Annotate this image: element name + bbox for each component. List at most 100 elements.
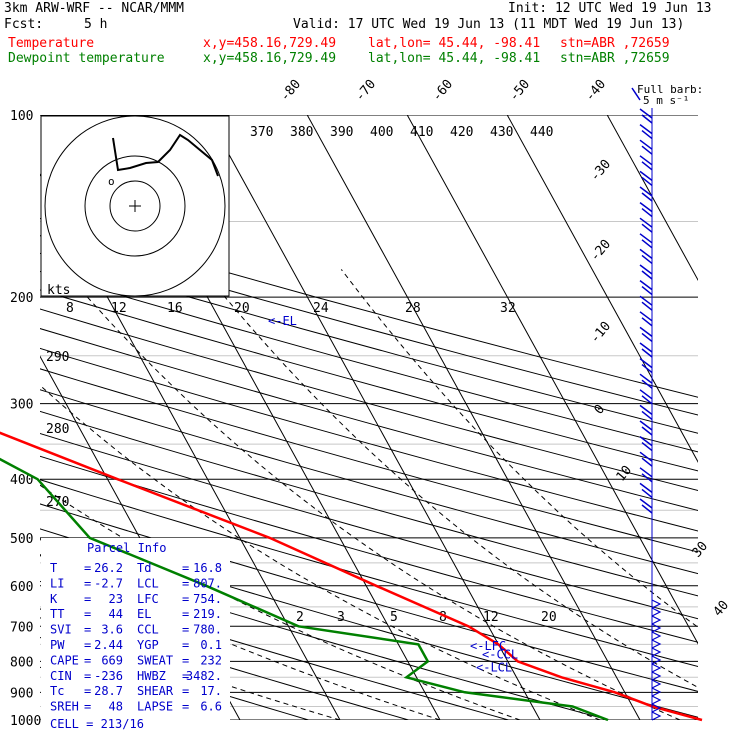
temperature-axis-label-10: 10 (614, 463, 636, 485)
parcel-label-ccl: <-CCL (482, 648, 518, 662)
parcel-row-3-value: 44 (109, 607, 123, 621)
moist-adiabat-5 (201, 269, 698, 688)
wind-barb-low (651, 655, 662, 665)
parcel-row-3-label2: EL (137, 607, 159, 621)
theta-label-7: 440 (530, 125, 553, 140)
parcel-row-1-label: LI (50, 576, 72, 590)
hodo-speed-0: 8 (66, 301, 74, 316)
parcel-row-3-value2: 219. (193, 607, 222, 621)
dry-adiabat-270 (40, 608, 411, 720)
wind-barb (639, 264, 653, 280)
wind-barb-low (651, 671, 662, 681)
parcel-row-7-eq2: = (182, 669, 189, 683)
parcel-row-2-eq: = (84, 592, 91, 606)
parcel-row-1-eq: = (84, 576, 91, 590)
wind-barb-low (651, 639, 662, 649)
hodograph-units-label: kts (47, 283, 70, 298)
moist-adiabat-6 (340, 269, 698, 628)
wind-barb (639, 373, 653, 389)
isotherm-20 (306, 115, 641, 720)
parcel-row-0-value: 26.2 (94, 561, 123, 575)
wind-barb (639, 108, 653, 124)
parcel-row-5-label: PW (50, 638, 72, 652)
temperature-axis-label--80: -80 (278, 77, 305, 105)
model-title: 3km ARW-WRF -- NCAR/MMM (4, 1, 185, 16)
parcel-row-6-label2: SWEAT (137, 653, 173, 667)
isotherm-40 (506, 115, 698, 463)
pressure-label-700: 700 (10, 620, 33, 635)
full-barb-sample-icon (631, 87, 641, 101)
dry-adiabat-450 (40, 217, 698, 398)
moist-adiabat-4 (62, 269, 681, 720)
dry-adiabat-330 (40, 455, 698, 643)
parcel-info-title: Parcel Info (87, 541, 166, 555)
dry-adiabat-350 (40, 410, 698, 597)
pressure-label-1000: 1000 (10, 714, 41, 729)
isotherm--40 (40, 718, 41, 720)
temperature-axis-label--50: -50 (507, 77, 534, 105)
legend-dew-station: stn=ABR ,72659 (560, 51, 670, 66)
parcel-row-4-eq: = (84, 623, 91, 637)
wind-barb (639, 295, 653, 311)
hodo-direction-1: 280 (46, 422, 69, 437)
wind-barb (639, 404, 653, 420)
mixing-ratio-label-4: 12 (483, 610, 499, 625)
wind-barb-low (651, 647, 662, 657)
wind-barb (639, 451, 653, 467)
parcel-row-7-label2: HWBZ (137, 669, 166, 683)
parcel-row-7-value2: 3482. (186, 669, 222, 683)
wind-barb-low (651, 711, 662, 721)
wind-barb-low (651, 679, 662, 689)
isotherm-50 (606, 115, 698, 282)
temperature-axis-label--30: -30 (588, 157, 615, 185)
wind-barb-low (651, 623, 662, 633)
full-barb-value: 5 m s⁻¹ (643, 94, 689, 107)
pressure-label-300: 300 (10, 398, 33, 413)
parcel-info-box (41, 538, 230, 721)
wind-barb-low (651, 663, 662, 673)
init-time: Init: 12 UTC Wed 19 Jun 13 (508, 1, 712, 16)
parcel-row-8-label2: SHEAR (137, 684, 174, 698)
wind-barb-low (651, 615, 662, 625)
parcel-row-8-eq2: = (182, 684, 189, 698)
legend-dew-latlon: lat,lon= 45.44, -98.41 (368, 51, 541, 66)
parcel-row-9-label: SREH (50, 700, 79, 714)
wind-barb (639, 155, 653, 171)
mixing-ratio-label-2: 5 (390, 610, 398, 625)
pressure-label-100: 100 (10, 109, 33, 124)
wind-barb (639, 436, 653, 452)
pressure-label-600: 600 (10, 580, 33, 595)
parcel-row-2-label2: LFC (137, 592, 159, 606)
wind-barb (639, 202, 653, 218)
wind-barb (639, 326, 653, 342)
dry-adiabat-310 (40, 503, 698, 692)
wind-barb (639, 482, 653, 498)
wind-barb (639, 248, 653, 264)
parcel-row-9-value2: 6.6 (200, 700, 222, 714)
parcel-row-8-value: 28.7 (94, 684, 123, 698)
parcel-row-0-value2: 16.8 (193, 561, 222, 575)
hodo-speed-4: 24 (313, 301, 329, 316)
pressure-label-400: 400 (10, 473, 33, 488)
wind-barb (639, 467, 653, 483)
parcel-row-5-eq2: = (182, 638, 189, 652)
dry-adiabat-420 (40, 270, 698, 453)
parcel-row-8-value2: 17. (200, 684, 222, 698)
pressure-label-800: 800 (10, 655, 33, 670)
dry-adiabat-400 (40, 308, 698, 491)
parcel-row-9-eq: = (84, 700, 91, 714)
valid-time: Valid: 17 UTC Wed 19 Jun 13 (11 MDT Wed … (293, 17, 685, 32)
moist-adiabat-1 (40, 555, 441, 720)
hodograph-ring-1 (84, 155, 186, 257)
wind-barb-low (651, 695, 662, 705)
parcel-row-6-eq: = (84, 653, 91, 667)
legend-temp-station: stn=ABR ,72659 (560, 36, 670, 51)
parcel-label-el: <-EL (268, 314, 297, 328)
theta-label-6: 430 (490, 125, 513, 140)
moist-adiabat-3 (40, 384, 601, 720)
mixing-ratio-label-1: 3 (337, 610, 345, 625)
wind-barb (639, 358, 653, 374)
parcel-row-9-value: 48 (109, 700, 123, 714)
